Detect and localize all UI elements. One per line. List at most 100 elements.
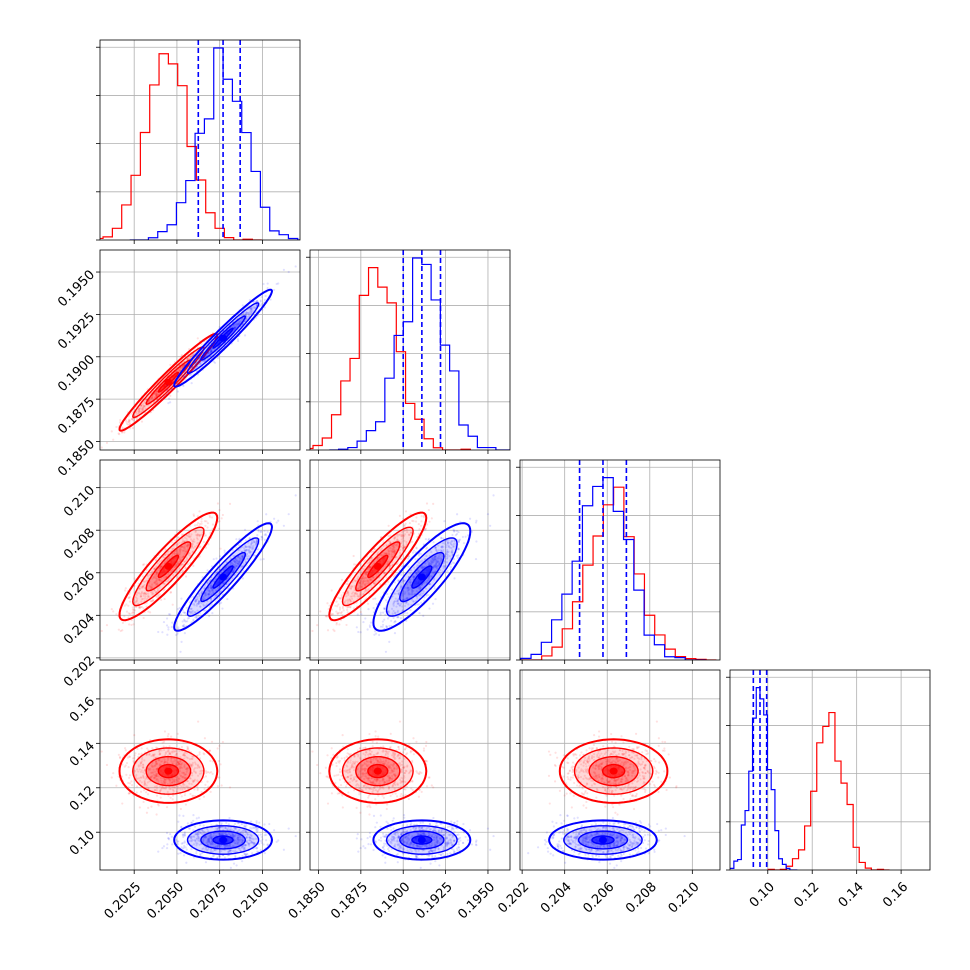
scatter-point xyxy=(167,391,170,394)
scatter-point xyxy=(259,558,262,561)
scatter-point xyxy=(210,350,213,353)
scatter-point xyxy=(182,360,185,363)
scatter-point xyxy=(163,597,166,601)
scatter-point xyxy=(176,542,179,546)
scatter-point xyxy=(132,608,135,611)
scatter-point xyxy=(167,402,170,405)
scatter-point xyxy=(142,592,145,595)
scatter-point xyxy=(136,597,139,600)
scatter-point xyxy=(287,270,290,274)
scatter-point xyxy=(216,747,219,750)
scatter-point xyxy=(141,406,144,410)
scatter-point xyxy=(192,514,196,517)
scatter-point xyxy=(128,600,132,603)
scatter-point xyxy=(192,538,196,541)
scatter-point xyxy=(153,581,156,584)
scatter-point xyxy=(378,633,381,637)
scatter-point xyxy=(393,631,397,635)
scatter-point xyxy=(140,403,143,406)
scatter-point xyxy=(128,623,131,626)
scatter-point xyxy=(189,355,192,358)
scatter-point xyxy=(238,320,241,323)
scatter-point xyxy=(282,268,285,271)
scatter-point xyxy=(145,811,149,814)
scatter-point xyxy=(185,537,188,540)
scatter-point xyxy=(145,579,148,582)
scatter-point xyxy=(127,418,131,421)
scatter-point xyxy=(277,282,280,285)
scatter-point xyxy=(210,349,214,353)
contour-series-0 xyxy=(118,332,219,432)
scatter-point xyxy=(140,592,143,595)
scatter-point xyxy=(185,545,188,548)
scatter-point xyxy=(324,615,327,618)
scatter-point xyxy=(179,650,182,653)
scatter-point xyxy=(228,786,232,789)
scatter-point xyxy=(147,404,150,407)
scatter-point xyxy=(161,631,164,634)
scatter-point xyxy=(156,583,159,586)
scatter-point xyxy=(199,363,202,366)
contour-peak xyxy=(219,334,228,342)
scatter-point xyxy=(233,325,236,328)
scatter-point xyxy=(196,337,199,340)
scatter-point xyxy=(154,573,157,576)
scatter-point xyxy=(186,357,189,361)
scatter-point xyxy=(139,593,142,596)
scatter-point xyxy=(132,419,136,422)
scatter-point xyxy=(178,548,181,551)
scatter-point xyxy=(130,417,133,421)
scatter-point xyxy=(137,409,140,412)
scatter-point xyxy=(155,582,158,585)
scatter-point xyxy=(404,510,408,513)
scatter-point xyxy=(169,394,172,397)
scatter-point xyxy=(428,607,431,610)
scatter-point xyxy=(193,361,197,364)
scatter-point xyxy=(388,640,391,644)
scatter-point xyxy=(263,298,266,302)
scatter-point xyxy=(127,420,130,423)
scatter-point xyxy=(256,300,259,303)
scatter-point xyxy=(131,612,134,615)
contour-peak xyxy=(417,573,426,581)
scatter-point xyxy=(195,361,198,364)
scatter-point xyxy=(179,572,182,575)
panel-1-0 xyxy=(96,249,301,454)
scatter-point xyxy=(415,547,418,550)
scatter-point xyxy=(169,613,172,616)
scatter-point xyxy=(209,349,213,353)
scatter-point xyxy=(191,366,194,369)
scatter-point xyxy=(210,350,213,354)
scatter-point xyxy=(178,558,181,561)
scatter-point xyxy=(124,587,127,590)
scatter-point xyxy=(330,589,333,592)
scatter-point xyxy=(192,366,195,369)
scatter-point xyxy=(250,309,253,312)
scatter-point xyxy=(180,640,183,644)
scatter-point xyxy=(157,393,160,396)
scatter-point xyxy=(203,359,206,363)
scatter-point xyxy=(151,600,154,603)
scatter-point xyxy=(212,360,215,363)
panel-frame xyxy=(309,249,511,451)
scatter-point xyxy=(128,419,131,422)
scatter-point xyxy=(180,545,183,548)
scatter-point xyxy=(255,310,258,314)
scatter-point xyxy=(140,585,143,589)
scatter-point xyxy=(203,534,206,537)
scatter-point xyxy=(234,326,237,329)
scatter-point xyxy=(216,502,220,505)
scatter-point xyxy=(209,348,212,351)
scatter-point xyxy=(164,553,167,557)
scatter-point xyxy=(130,623,133,627)
scatter-point xyxy=(187,544,190,547)
contour-peak xyxy=(164,378,173,386)
scatter-point xyxy=(262,557,265,561)
scatter-point xyxy=(196,533,199,536)
scatter-point xyxy=(115,784,118,787)
scatter-point xyxy=(252,305,256,308)
scatter-point xyxy=(412,549,416,552)
scatter-point xyxy=(171,603,174,606)
scatter-point xyxy=(157,594,160,597)
